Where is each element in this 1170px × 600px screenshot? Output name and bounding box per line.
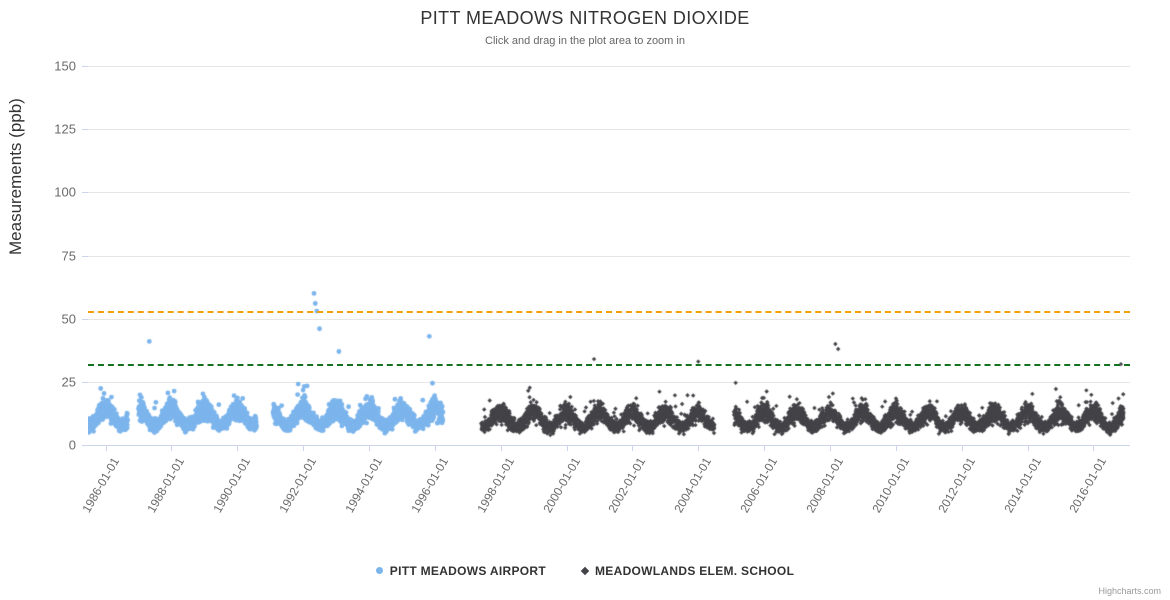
threshold-line-upper-threshold — [88, 311, 1130, 314]
y-axis-label: 75 — [61, 248, 76, 263]
x-axis-tick — [303, 445, 305, 451]
x-axis-tick — [1093, 445, 1095, 451]
y-axis-tick — [82, 66, 88, 67]
y-axis-label: 50 — [61, 311, 76, 327]
threshold-line-lower-threshold — [88, 364, 1130, 367]
x-axis-label: 2010-01-01 — [869, 455, 912, 516]
x-axis-line — [88, 445, 1130, 446]
x-axis-tick — [171, 445, 173, 451]
x-axis-label: 1998-01-01 — [474, 455, 517, 516]
x-axis-tick — [566, 445, 568, 451]
legend-label: MEADOWLANDS ELEM. SCHOOL — [595, 563, 795, 578]
legend-label: PITT MEADOWS AIRPORT — [389, 563, 546, 578]
legend-item-airport[interactable]: PITT MEADOWS AIRPORT — [375, 563, 546, 578]
x-axis-label: 2008-01-01 — [803, 455, 847, 516]
chart-title: PITT MEADOWS NITROGEN DIOXIDE — [420, 8, 750, 28]
x-axis-tick — [1027, 445, 1029, 451]
legend-item-school[interactable]: MEADOWLANDS ELEM. SCHOOL — [580, 563, 795, 578]
x-axis-label: 2002-01-01 — [605, 455, 649, 516]
y-axis-tick — [82, 445, 88, 446]
x-axis-label: 2000-01-01 — [539, 455, 583, 516]
y-axis-label: 25 — [61, 374, 76, 390]
y-axis-label: 150 — [54, 58, 76, 74]
x-axis-tick — [632, 445, 634, 451]
x-axis-label: 2006-01-01 — [737, 455, 781, 516]
x-axis-tick — [698, 445, 700, 451]
x-axis-label: 1990-01-01 — [210, 455, 254, 516]
legend-marker-circle-icon — [375, 567, 383, 575]
y-axis-label: 125 — [54, 121, 76, 137]
y-axis-label: 100 — [54, 184, 76, 200]
y-axis-tick — [82, 192, 88, 194]
x-axis-label: 2016-01-01 — [1066, 455, 1110, 516]
y-axis-tick — [82, 318, 88, 320]
y-axis-tick — [82, 255, 88, 257]
x-axis-label: 2014-01-01 — [1000, 455, 1044, 516]
x-axis-tick — [369, 445, 370, 451]
x-axis-tick — [434, 445, 436, 451]
x-axis-tick — [895, 445, 897, 451]
x-axis-tick — [500, 445, 502, 451]
y-axis-tick — [82, 381, 88, 383]
x-axis-label: 2004-01-01 — [671, 455, 715, 516]
x-axis-label: 1988-01-01 — [144, 455, 188, 516]
y-axis-tick — [82, 129, 88, 131]
x-axis-label: 2012-01-01 — [934, 455, 978, 516]
chart-subtitle: Click and drag in the plot area to zoom … — [485, 35, 685, 47]
x-axis-tick — [764, 445, 766, 451]
x-axis-label: 1996-01-01 — [408, 455, 451, 516]
x-axis-tick — [829, 445, 831, 451]
x-axis-label: 1992-01-01 — [276, 455, 320, 516]
y-axis-label: 0 — [68, 437, 76, 453]
y-axis-labels: 0 25 50 75 100 125 150 — [0, 0, 88, 600]
x-axis-tick — [961, 445, 963, 451]
highcharts-credit[interactable]: Highcharts.com — [1098, 586, 1161, 596]
x-axis-tick — [105, 445, 107, 451]
chart-legend[interactable]: PITT MEADOWS AIRPORT MEADOWLANDS ELEM. SC… — [0, 563, 1170, 578]
legend-marker-diamond-icon — [580, 566, 590, 576]
x-axis-label: 1994-01-01 — [342, 455, 386, 516]
scatter-points-layer — [88, 66, 1130, 445]
plot-area[interactable] — [88, 66, 1130, 446]
x-axis-tick — [237, 445, 239, 451]
